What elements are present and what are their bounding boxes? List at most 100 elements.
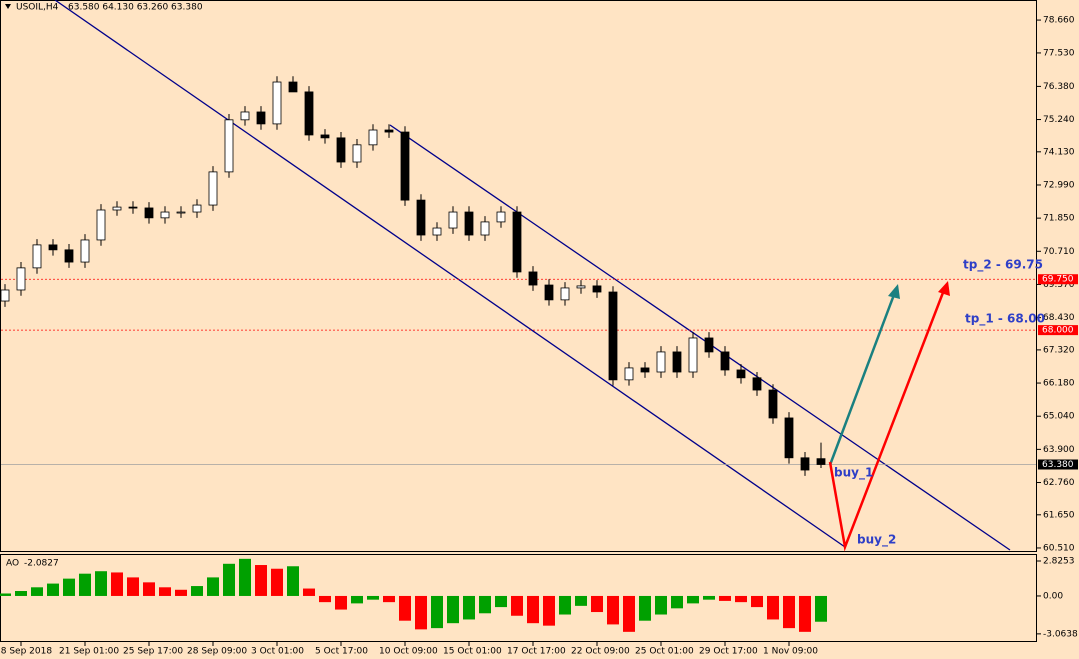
channel-lower <box>54 0 846 548</box>
candle-body <box>320 134 330 139</box>
candle-body <box>112 206 122 211</box>
y-tick-label: 75.240 <box>1043 115 1075 125</box>
candle-body <box>336 137 346 163</box>
arrow-teal <box>828 291 897 466</box>
ao-subtitle: -2.0827 <box>24 559 59 569</box>
ao-bar <box>255 565 267 596</box>
candle-body <box>416 199 426 236</box>
ao-bar <box>111 572 123 596</box>
ao-bar <box>383 595 395 603</box>
ao-bar <box>655 595 667 615</box>
candle-body <box>496 211 506 223</box>
ao-bar <box>15 591 27 596</box>
ao-bar <box>735 595 747 603</box>
level-label: 68.000 <box>1042 326 1074 336</box>
annotation: buy_2 <box>857 533 896 548</box>
candle-body <box>464 211 474 236</box>
y-tick-label: 74.130 <box>1043 147 1075 157</box>
ao-bar <box>159 587 171 596</box>
candle-body <box>80 239 90 263</box>
candle-body <box>240 111 250 121</box>
ao-bar <box>79 573 91 596</box>
y-tick-label: 60.510 <box>1043 543 1075 553</box>
ao-bar <box>47 583 59 596</box>
candle-body <box>592 285 602 293</box>
candle-body <box>448 211 458 229</box>
y-tick-label: 2.8253 <box>1043 556 1075 566</box>
ao-bar <box>239 558 251 596</box>
candle-body <box>560 287 570 301</box>
candle-body <box>544 284 554 301</box>
candle-body <box>672 351 682 373</box>
ao-bar <box>319 595 331 603</box>
y-tick-label: 66.180 <box>1043 379 1075 389</box>
level-label: 63.380 <box>1042 460 1074 470</box>
ao-bar <box>63 578 75 596</box>
ao-bar <box>623 595 635 632</box>
ao-bar <box>367 595 379 600</box>
ao-bar <box>479 595 491 614</box>
ao-bar <box>95 571 107 596</box>
ao-bar <box>527 595 539 624</box>
level-box <box>1038 459 1078 470</box>
ao-bar <box>783 595 795 629</box>
x-tick-label: 10 Oct 09:00 <box>379 647 438 657</box>
ao-bar <box>687 595 699 604</box>
ao-title: AO <box>6 559 19 569</box>
candle-body <box>752 377 762 391</box>
x-tick-label: 1 Nov 09:00 <box>763 647 818 657</box>
candle-body <box>352 144 362 163</box>
annotation: tp_1 - 68.00 <box>965 312 1045 327</box>
candle-body <box>576 285 586 289</box>
x-tick-label: 29 Oct 17:00 <box>699 647 758 657</box>
candle-body <box>480 221 490 236</box>
ao-bar <box>143 582 155 596</box>
candle-body <box>64 249 74 263</box>
candle-body <box>160 211 170 219</box>
candle-body <box>704 337 714 353</box>
arrow-head <box>938 281 950 296</box>
y-tick-label: 72.990 <box>1043 180 1075 190</box>
ao-bar <box>271 568 283 596</box>
arrow-head <box>888 284 900 299</box>
ao-bar <box>335 595 347 610</box>
ao-bar <box>543 595 555 626</box>
ao-bar <box>415 595 427 630</box>
y-tick-label: 71.850 <box>1043 214 1075 224</box>
candle-body <box>16 267 26 291</box>
candle-body <box>96 209 106 241</box>
y-tick-label: 70.710 <box>1043 247 1075 257</box>
ao-bar <box>447 595 459 624</box>
y-tick-label: 69.570 <box>1043 280 1075 290</box>
candle-body <box>400 131 410 201</box>
candle-body <box>816 458 826 465</box>
ao-bar <box>815 595 827 622</box>
x-tick-label: 25 Oct 01:00 <box>635 647 694 657</box>
candle-body <box>688 337 698 373</box>
y-tick-label: 68.430 <box>1043 313 1075 323</box>
candle-body <box>528 271 538 286</box>
candle-body <box>192 204 202 213</box>
x-tick-label: 18 Sep 2018 <box>0 647 52 657</box>
y-tick-label: 61.650 <box>1043 510 1075 520</box>
candle-body <box>272 81 282 125</box>
x-tick-label: 5 Oct 17:00 <box>315 647 368 657</box>
candle-body <box>800 457 810 471</box>
ao-frame <box>0 554 1037 642</box>
x-tick-label: 17 Oct 17:00 <box>507 647 566 657</box>
channel-upper <box>389 124 1011 551</box>
annotation: buy_1 <box>834 466 873 481</box>
y-tick-label: 65.040 <box>1043 412 1075 422</box>
ao-bar <box>127 577 139 596</box>
ao-bar <box>671 595 683 609</box>
candle-body <box>128 206 138 209</box>
ao-bar <box>719 595 731 601</box>
x-tick-label: 28 Sep 09:00 <box>187 647 247 657</box>
ao-bar <box>287 566 299 596</box>
level-box <box>1038 274 1078 285</box>
y-tick-label: -3.0638 <box>1043 629 1078 639</box>
ao-bar <box>399 595 411 621</box>
ao-bar <box>351 595 363 604</box>
